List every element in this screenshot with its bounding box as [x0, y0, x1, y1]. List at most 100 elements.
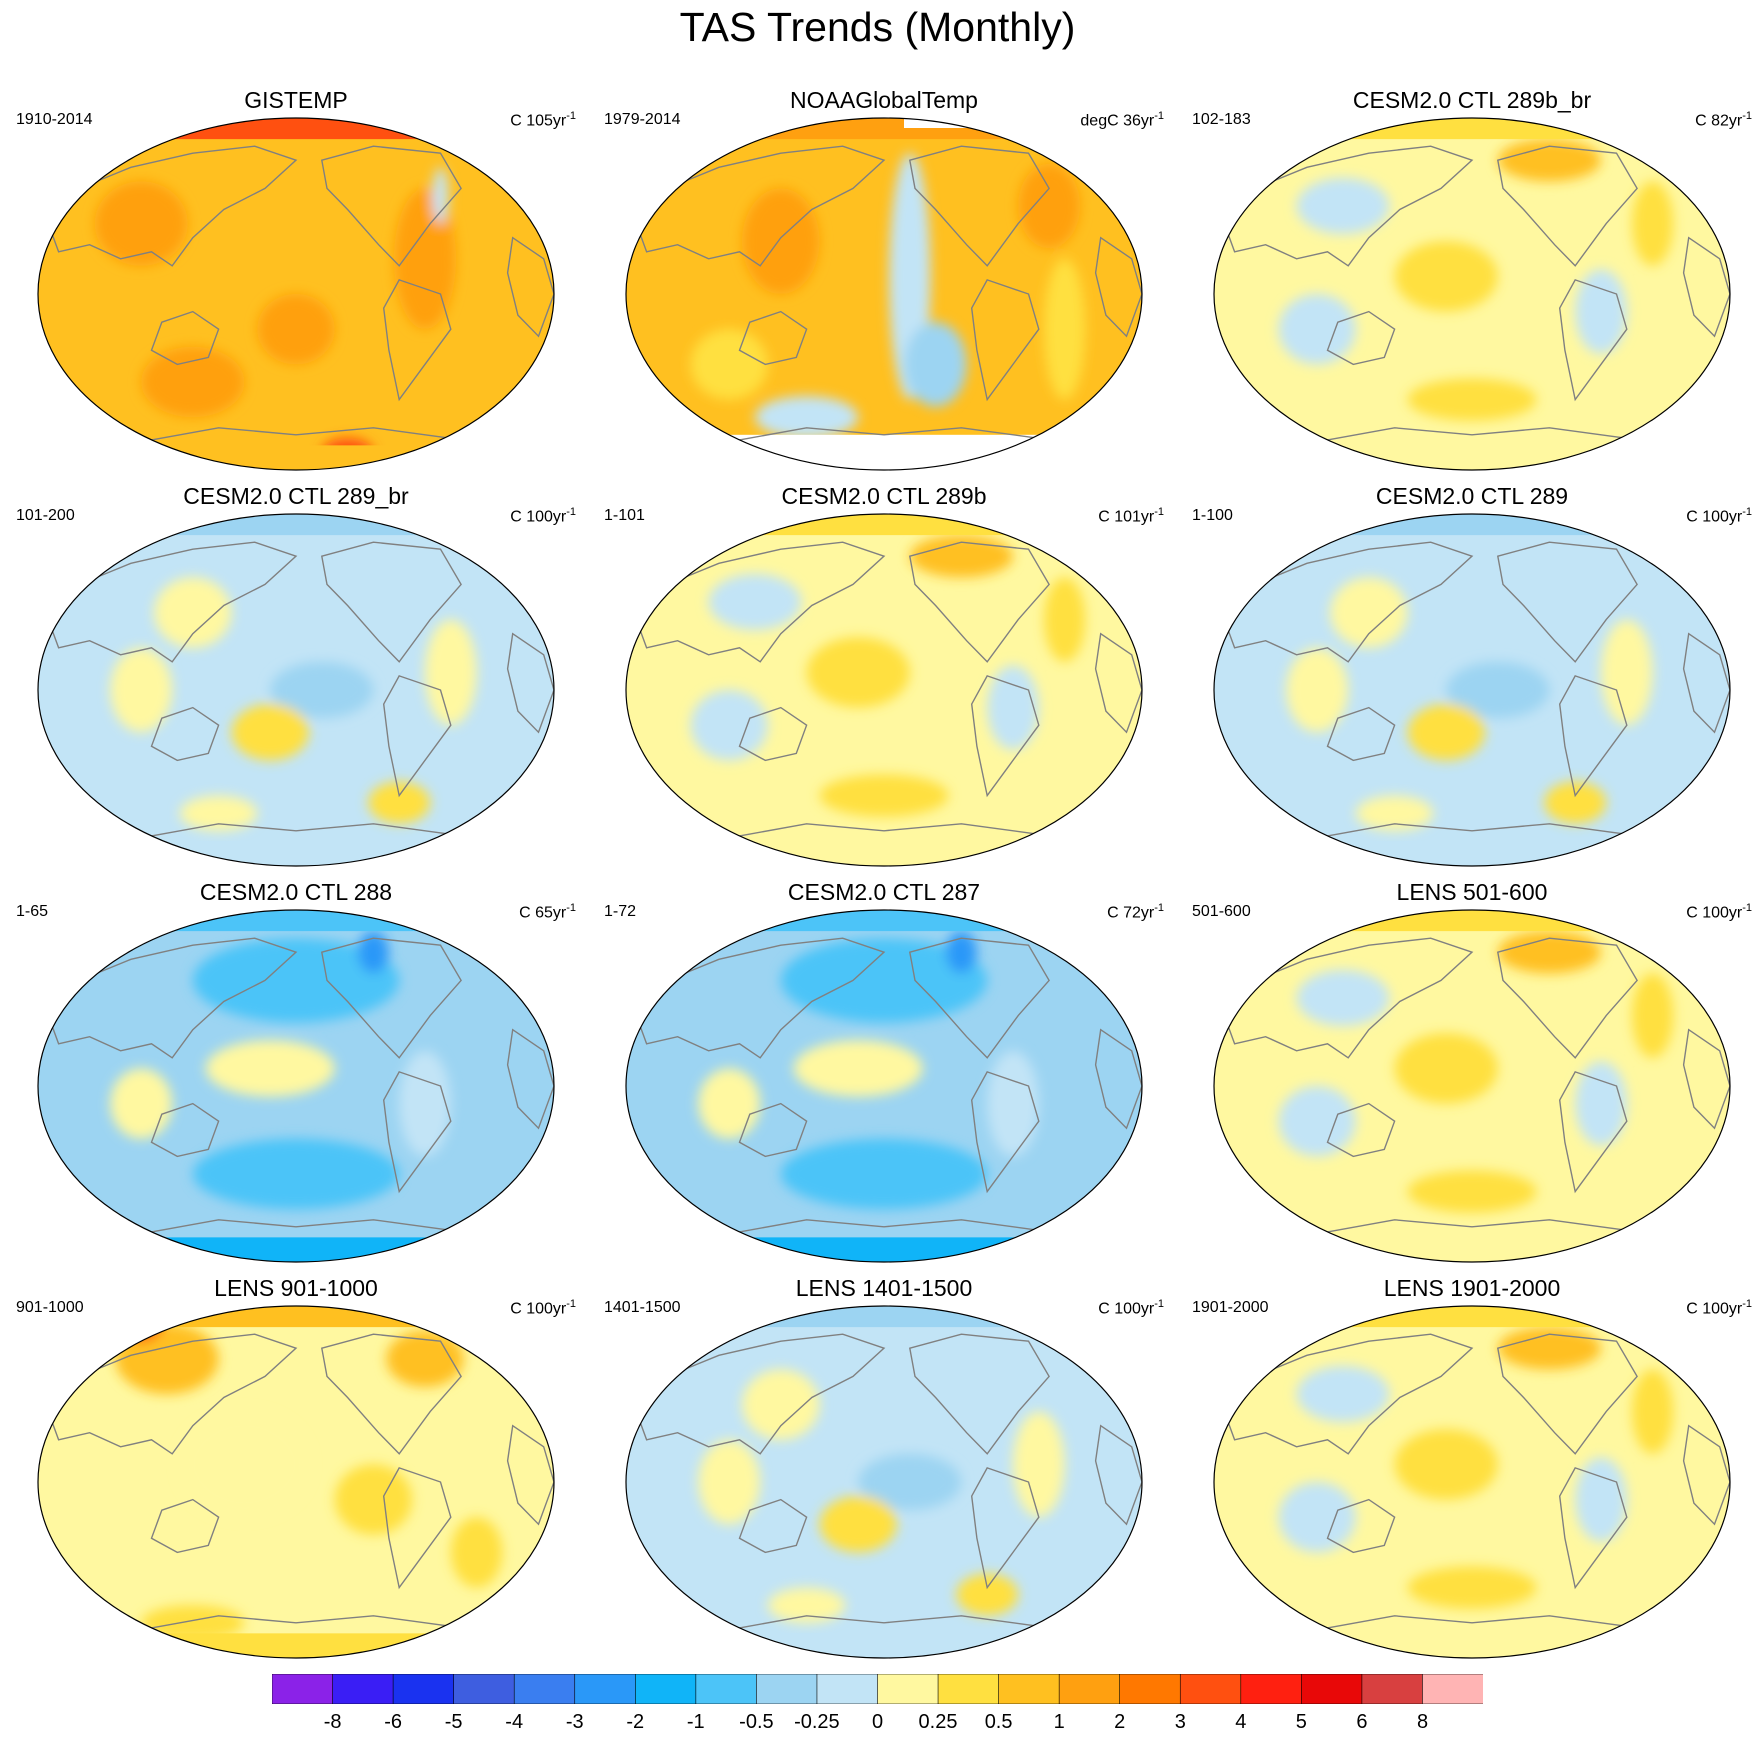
- panel-title: CESM2.0 CTL 287: [787, 879, 981, 905]
- map-panel: CESM2.0 CTL 289_br 101-200 C 100yr-1: [6, 478, 586, 870]
- colorbar: [271, 1673, 1484, 1705]
- world-map: [37, 909, 555, 1263]
- world-map: [37, 513, 555, 867]
- panel-title: LENS 1401-1500: [795, 1275, 973, 1301]
- units-text: C 82yr: [1695, 112, 1743, 130]
- colorbar-bin: [1361, 1673, 1424, 1705]
- colorbar-tick-label: 0.25: [918, 1711, 958, 1733]
- colorbar-tick-label: -2: [626, 1711, 645, 1733]
- colorbar-tick-label: -1: [686, 1711, 705, 1733]
- world-map: [625, 513, 1143, 867]
- world-map: [1213, 1305, 1731, 1659]
- panel-units: C 82yr-1: [1695, 106, 1752, 131]
- colorbar-bin: [574, 1673, 637, 1705]
- units-text: C 72yr: [1107, 904, 1155, 922]
- units-exponent: -1: [566, 902, 576, 914]
- panel-units: C 100yr-1: [1686, 1294, 1752, 1319]
- map-panel: CESM2.0 CTL 289 1-100 C 100yr-1: [1182, 478, 1755, 870]
- colorbar-tick-label: 8: [1416, 1711, 1429, 1733]
- map-panel: CESM2.0 CTL 288 1-65 C 65yr-1: [6, 874, 586, 1266]
- trend-field: [626, 1306, 1142, 1658]
- panel-units: C 105yr-1: [510, 106, 576, 131]
- map-panel: LENS 901-1000 901-1000 C 100yr-1: [6, 1270, 586, 1662]
- colorbar-tick-label: -3: [565, 1711, 584, 1733]
- panel-period: 1901-2000: [1192, 1299, 1269, 1316]
- panel-units: C 100yr-1: [1686, 502, 1752, 527]
- colorbar-tick-label: 2: [1114, 1711, 1126, 1733]
- panel-title: LENS 501-600: [1396, 879, 1548, 905]
- units-exponent: -1: [1742, 1298, 1752, 1310]
- coastlines: [1223, 541, 1730, 850]
- map-panel: LENS 1901-2000 1901-2000 C 100yr-1: [1182, 1270, 1755, 1662]
- trend-field: [626, 910, 1142, 1262]
- world-map: [37, 1305, 555, 1659]
- panel-period: 1-100: [1192, 507, 1233, 524]
- units-text: C 100yr: [1686, 1300, 1743, 1318]
- panel-period: 1-72: [604, 903, 637, 920]
- colorbar-tick-label: -0.5: [739, 1711, 774, 1733]
- world-map: [625, 1305, 1143, 1659]
- panel-title: CESM2.0 CTL 289: [1375, 483, 1569, 509]
- panel-title: CESM2.0 CTL 289b_br: [1352, 87, 1592, 113]
- map-panel: CESM2.0 CTL 289b 1-101 C 101yr-1: [594, 478, 1174, 870]
- panel-period: 1-65: [16, 903, 49, 920]
- panel-units: C 100yr-1: [1686, 898, 1752, 923]
- panel-period: 501-600: [1192, 903, 1251, 920]
- colorbar-tick-label: 4: [1235, 1711, 1247, 1733]
- panel-units: C 101yr-1: [1098, 502, 1164, 527]
- colorbar-svg: [271, 1673, 1484, 1705]
- panel-period: 101-200: [16, 507, 75, 524]
- units-exponent: -1: [1154, 1298, 1164, 1310]
- panel-title: CESM2.0 CTL 289_br: [183, 483, 409, 509]
- world-map: [625, 909, 1143, 1263]
- panel-period: 901-1000: [16, 1299, 84, 1316]
- colorbar-bin: [513, 1673, 576, 1705]
- colorbar-tick-label: 1: [1053, 1711, 1065, 1733]
- trend-field: [38, 514, 554, 866]
- colorbar-bin: [998, 1673, 1060, 1705]
- panel-period: 1-101: [604, 507, 645, 524]
- units-exponent: -1: [1742, 110, 1752, 122]
- trend-field: [1214, 1306, 1730, 1658]
- panel-units: C 65yr-1: [519, 898, 576, 923]
- colorbar-bin: [1179, 1673, 1242, 1705]
- panel-period: 102-183: [1192, 111, 1251, 128]
- map-panel: NOAAGlobalTemp 1979-2014 degC 36yr-1: [594, 82, 1174, 474]
- units-text: C 100yr: [1686, 508, 1743, 526]
- panel-title: NOAAGlobalTemp: [790, 87, 978, 113]
- coastlines: [1223, 1333, 1730, 1642]
- units-exponent: -1: [1154, 506, 1164, 518]
- colorbar-bin: [695, 1673, 758, 1705]
- units-exponent: -1: [1742, 902, 1752, 914]
- colorbar-bin: [937, 1673, 1000, 1705]
- panel-units: C 72yr-1: [1107, 898, 1164, 923]
- colorbar-tick-label: 0.5: [984, 1711, 1013, 1733]
- map-panel: CESM2.0 CTL 287 1-72 C 72yr-1: [594, 874, 1174, 1266]
- trend-field: [38, 1306, 554, 1658]
- colorbar-tick-label: 0: [871, 1711, 884, 1733]
- trend-field: [626, 514, 1142, 866]
- units-text: C 65yr: [519, 904, 567, 922]
- trend-field: [38, 118, 554, 470]
- colorbar-bin: [453, 1673, 515, 1705]
- colorbar-tick-label: 5: [1295, 1711, 1307, 1733]
- world-map: [1213, 909, 1731, 1263]
- units-text: C 100yr: [510, 508, 567, 526]
- colorbar-bin: [816, 1673, 879, 1705]
- colorbar-bin: [392, 1673, 455, 1705]
- trend-field: [1214, 118, 1730, 470]
- colorbar-bin: [1240, 1673, 1303, 1705]
- colorbar-bin: [332, 1673, 394, 1705]
- page-title: TAS Trends (Monthly): [679, 4, 1076, 50]
- colorbar-tick-label: -8: [323, 1711, 342, 1733]
- panel-period: 1401-1500: [604, 1299, 681, 1316]
- units-text: C 105yr: [510, 112, 567, 130]
- units-exponent: -1: [566, 506, 576, 518]
- panel-units: C 100yr-1: [510, 1294, 576, 1319]
- trend-field: [1214, 910, 1730, 1262]
- units-exponent: -1: [566, 110, 576, 122]
- trend-field: [626, 118, 1142, 470]
- panel-units: degC 36yr-1: [1080, 106, 1164, 131]
- map-panel: LENS 501-600 501-600 C 100yr-1: [1182, 874, 1755, 1266]
- panel-title: LENS 1901-2000: [1383, 1275, 1561, 1301]
